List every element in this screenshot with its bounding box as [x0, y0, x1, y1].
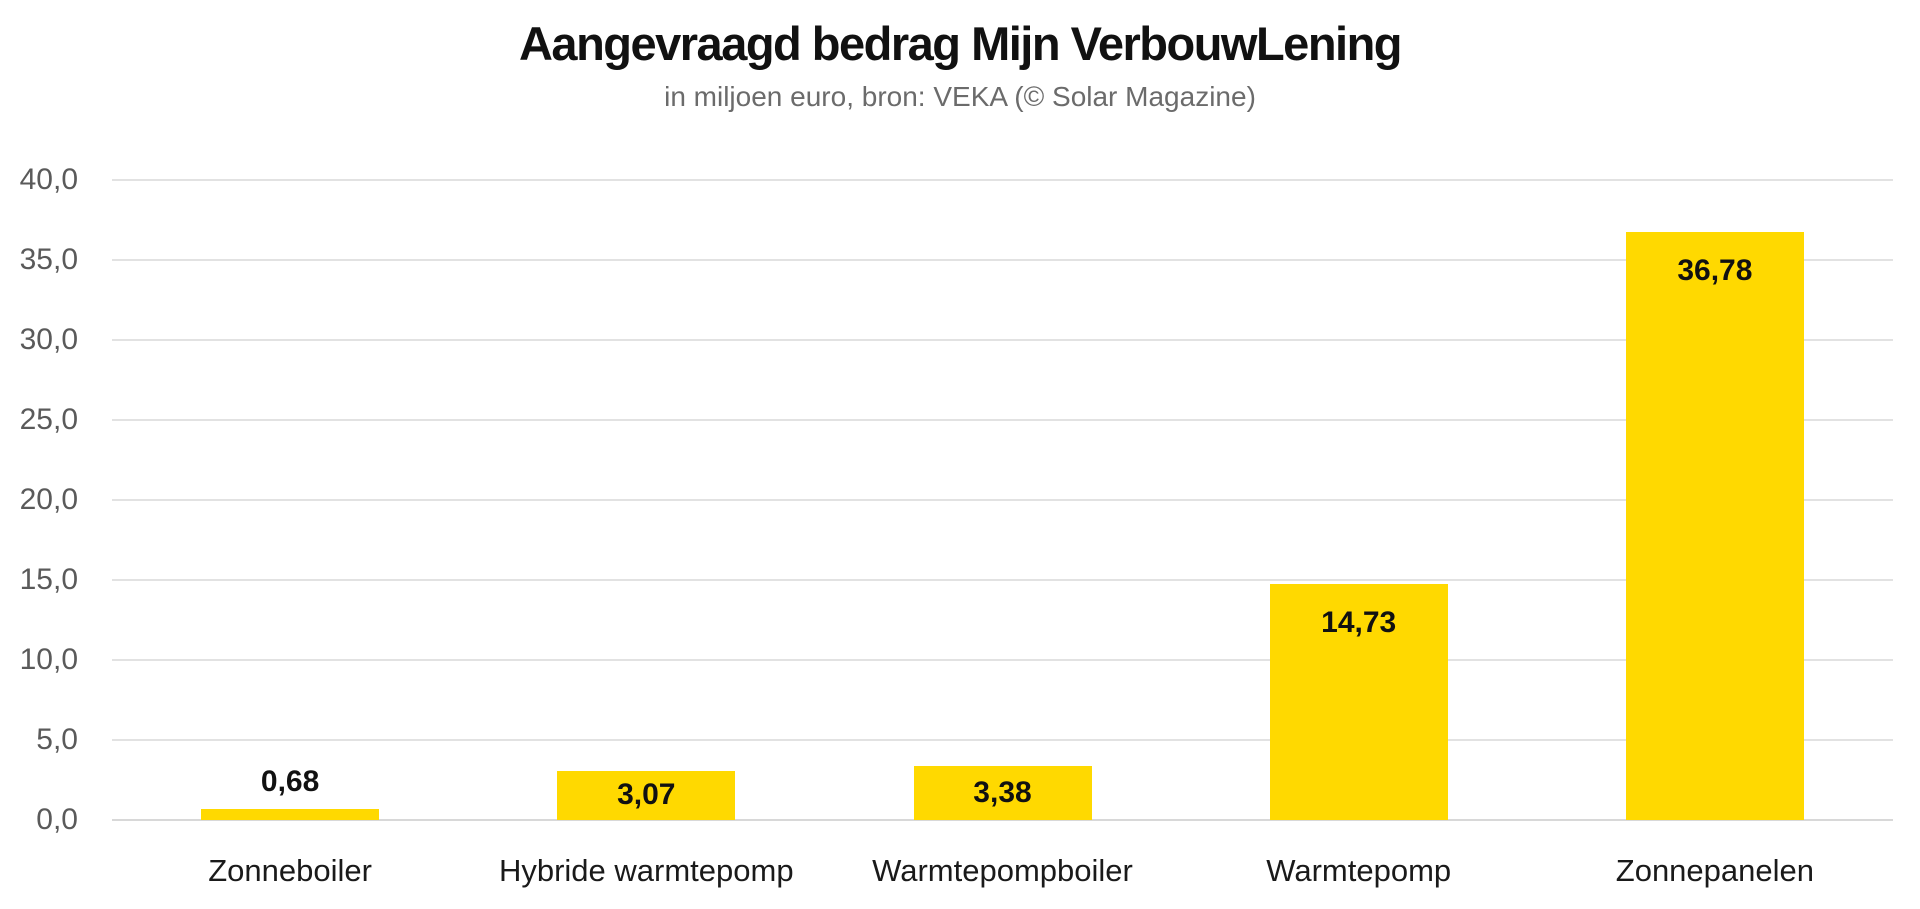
y-axis-tick-label: 0,0	[36, 803, 78, 836]
chart-subtitle: in miljoen euro, bron: VEKA (© Solar Mag…	[664, 81, 1256, 112]
y-axis-tick-label: 15,0	[19, 563, 78, 596]
y-axis-tick-label: 10,0	[19, 643, 78, 676]
x-axis-category-label: Zonnepanelen	[1615, 853, 1814, 888]
bar-value-label: 14,73	[1321, 606, 1397, 640]
bar-value-label: 0,68	[260, 765, 320, 799]
y-axis-tick-label: 30,0	[19, 323, 78, 356]
chart-title: Aangevraagd bedrag Mijn VerbouwLening	[518, 17, 1403, 70]
gridline	[112, 259, 1893, 261]
y-axis-tick-label: 40,0	[19, 163, 78, 196]
bar-zonneboiler	[201, 809, 380, 820]
bar-value-label: 36,78	[1677, 253, 1753, 287]
gridline	[112, 659, 1893, 661]
bar-hybride-warmtepomp	[557, 770, 736, 820]
bar-warmtepompboiler	[913, 765, 1092, 820]
y-axis-tick-label: 5,0	[36, 723, 78, 756]
bar-zonnepanelen	[1625, 231, 1804, 820]
x-axis-category-label: Warmtepomp	[1266, 853, 1452, 888]
gridline	[112, 499, 1893, 501]
gridline	[112, 579, 1893, 581]
x-axis-category-label: Warmtepompboiler	[872, 853, 1133, 888]
bar-warmtepomp	[1269, 584, 1448, 820]
gridline	[112, 339, 1893, 341]
y-axis-tick-label: 25,0	[19, 403, 78, 436]
x-axis-line	[112, 819, 1893, 821]
x-axis-category-label: Zonneboiler	[208, 853, 372, 888]
y-axis-tick-label: 35,0	[19, 243, 78, 276]
gridline	[112, 419, 1893, 421]
x-axis-category-label: Hybride warmtepomp	[498, 853, 794, 888]
y-axis-tick-label: 20,0	[19, 483, 78, 516]
bar-value-label: 3,07	[617, 778, 676, 812]
bar-value-label: 3,38	[973, 775, 1032, 809]
gridline	[112, 739, 1893, 741]
plot-area: 0,0 5,0 10,0 15,0 20,0 25,0 30,0 35,0 40,0 0,68 Zo…	[20, 165, 1893, 888]
gridline	[112, 179, 1893, 181]
